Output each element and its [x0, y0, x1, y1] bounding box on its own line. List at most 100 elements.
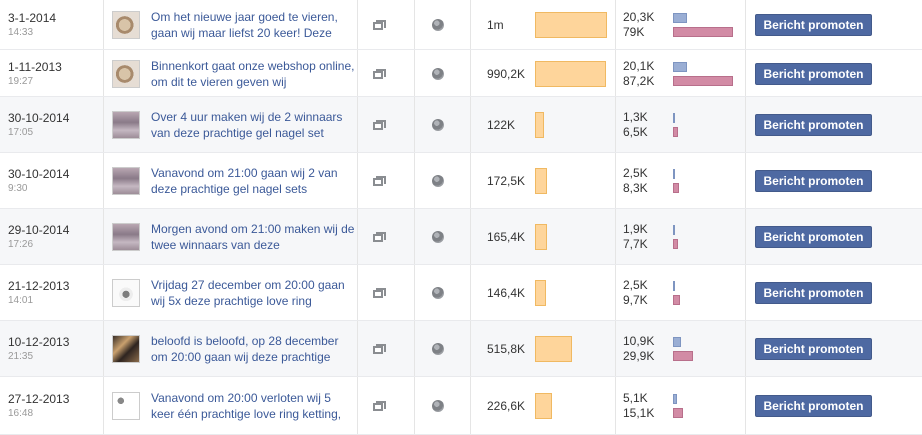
column-divider: [470, 377, 471, 434]
post-thumbnail[interactable]: [112, 167, 140, 195]
post-text-link[interactable]: Om het nieuwe jaar goed te vieren, gaan …: [151, 10, 338, 40]
column-divider: [414, 153, 415, 208]
column-divider: [470, 265, 471, 320]
globe-icon: [432, 67, 444, 80]
column-divider: [103, 0, 104, 49]
column-divider: [414, 265, 415, 320]
post-text-link[interactable]: Over 4 uur maken wij de 2 winnaars van d…: [151, 110, 343, 140]
post-time: 21:35: [8, 351, 34, 362]
promote-post-button[interactable]: Bericht promoten: [755, 114, 872, 136]
column-divider: [103, 209, 104, 264]
column-divider: [470, 50, 471, 96]
post-date: 29-10-2014: [8, 223, 70, 237]
post-text-link[interactable]: Morgen avond om 21:00 maken wij de twee …: [151, 222, 355, 252]
engagement-value-total: 8,3K: [623, 181, 648, 195]
reach-value: 515,8K: [487, 342, 526, 356]
promote-post-button[interactable]: Bericht promoten: [755, 14, 872, 36]
engagement-bar-total: [673, 295, 680, 305]
engagement-bar-clicks: [673, 13, 687, 23]
column-divider: [615, 50, 616, 96]
column-divider: [745, 0, 746, 49]
column-divider: [615, 153, 616, 208]
post-time: 9:30: [8, 183, 28, 194]
column-divider: [470, 153, 471, 208]
post-time: 17:26: [8, 239, 34, 250]
reach-bar: [535, 336, 572, 362]
reach-value: 172,5K: [487, 174, 526, 188]
column-divider: [357, 209, 358, 264]
column-divider: [357, 321, 358, 376]
reach-bar: [535, 224, 547, 250]
engagement-value-clicks: 1,3K: [623, 110, 648, 124]
engagement-value-clicks: 5,1K: [623, 391, 648, 405]
column-divider: [414, 321, 415, 376]
post-time: 17:05: [8, 127, 34, 138]
engagement-bar-clicks: [673, 169, 675, 179]
engagement-bar-total: [673, 239, 678, 249]
promote-post-button[interactable]: Bericht promoten: [755, 170, 872, 192]
post-time: 16:48: [8, 408, 34, 419]
post-thumbnail[interactable]: [112, 335, 140, 363]
reach-value: 146,4K: [487, 286, 526, 300]
shared-post-icon: [373, 344, 386, 355]
column-divider: [414, 0, 415, 49]
column-divider: [103, 50, 104, 96]
post-text-link[interactable]: Vanavond om 21:00 gaan wij 2 van deze pr…: [151, 166, 338, 196]
shared-post-icon: [373, 20, 386, 31]
engagement-bar-total: [673, 351, 693, 361]
reach-value: 122K: [487, 118, 516, 132]
column-divider: [103, 321, 104, 376]
globe-icon: [432, 400, 444, 412]
engagement-bar-clicks: [673, 61, 687, 72]
promote-post-button[interactable]: Bericht promoten: [755, 62, 872, 85]
column-divider: [357, 0, 358, 49]
post-text-link[interactable]: Vrijdag 27 december om 20:00 gaan wij 5x…: [151, 278, 345, 308]
column-divider: [357, 265, 358, 320]
engagement-bar-clicks: [673, 281, 675, 291]
promote-post-button[interactable]: Bericht promoten: [755, 226, 872, 248]
table-row: 29-10-2014 17:26 Morgen avond om 21:00 mak…: [0, 209, 922, 265]
post-text-link[interactable]: beloofd is beloofd, op 28 december om 20…: [151, 334, 339, 364]
engagement-bar-total: [673, 408, 683, 418]
column-divider: [103, 377, 104, 434]
column-divider: [357, 97, 358, 152]
engagement-bar-clicks: [673, 225, 675, 235]
promote-post-button[interactable]: Bericht promoten: [755, 395, 872, 417]
reach-value: 226,6K: [487, 399, 526, 413]
post-thumbnail[interactable]: [112, 11, 140, 39]
reach-value: 1m: [487, 18, 504, 32]
shared-post-icon: [373, 288, 386, 299]
reach-bar: [535, 168, 547, 194]
shared-post-icon: [373, 176, 386, 187]
post-thumbnail[interactable]: [112, 392, 140, 420]
column-divider: [103, 265, 104, 320]
engagement-value-total: 87,2K: [623, 73, 655, 88]
post-text-link[interactable]: Vanavond om 20:00 verloten wij 5 keer éé…: [151, 391, 342, 421]
engagement-bar-clicks: [673, 394, 677, 404]
promote-post-button[interactable]: Bericht promoten: [755, 282, 872, 304]
column-divider: [745, 209, 746, 264]
reach-value: 165,4K: [487, 230, 526, 244]
column-divider: [103, 97, 104, 152]
post-thumbnail[interactable]: [112, 59, 140, 88]
column-divider: [470, 0, 471, 49]
reach-bar: [535, 60, 606, 87]
column-divider: [470, 97, 471, 152]
post-thumbnail[interactable]: [112, 279, 140, 307]
engagement-value-clicks: 1,9K: [623, 222, 648, 236]
promote-post-button[interactable]: Bericht promoten: [755, 338, 872, 360]
post-time: 14:33: [8, 27, 34, 38]
engagement-value-total: 15,1K: [623, 406, 655, 420]
engagement-value-total: 6,5K: [623, 125, 648, 139]
engagement-value-total: 79K: [623, 25, 645, 39]
column-divider: [615, 97, 616, 152]
post-time: 19:27: [8, 75, 34, 87]
engagement-value-clicks: 2,5K: [623, 278, 648, 292]
engagement-value-total: 9,7K: [623, 293, 648, 307]
column-divider: [615, 377, 616, 434]
post-thumbnail[interactable]: [112, 223, 140, 251]
column-divider: [414, 97, 415, 152]
post-text-link[interactable]: Binnenkort gaat onze webshop online, om …: [151, 58, 355, 89]
post-thumbnail[interactable]: [112, 111, 140, 139]
engagement-value-clicks: 2,5K: [623, 166, 648, 180]
